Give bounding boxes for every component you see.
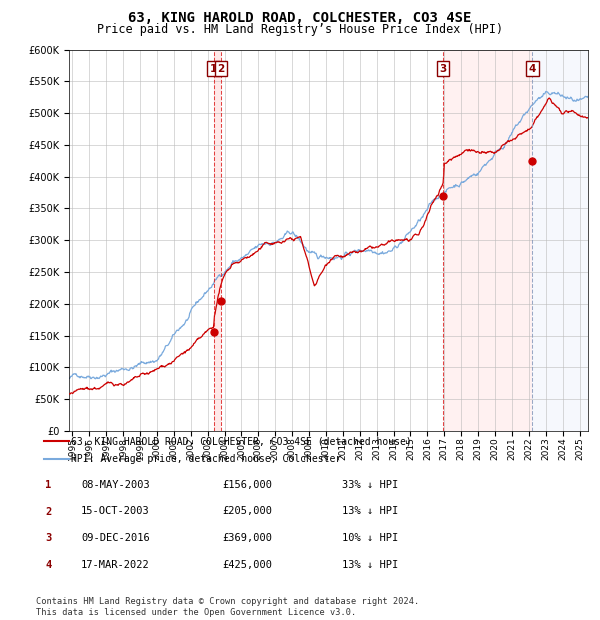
Text: £425,000: £425,000	[222, 559, 272, 570]
Text: 3: 3	[440, 64, 447, 74]
Text: 1: 1	[210, 64, 217, 74]
Text: 13% ↓ HPI: 13% ↓ HPI	[342, 559, 398, 570]
Text: 13% ↓ HPI: 13% ↓ HPI	[342, 506, 398, 516]
Text: 63, KING HAROLD ROAD, COLCHESTER, CO3 4SE (detached house): 63, KING HAROLD ROAD, COLCHESTER, CO3 4S…	[71, 436, 412, 446]
Text: 3: 3	[46, 533, 52, 544]
Text: 17-MAR-2022: 17-MAR-2022	[81, 559, 150, 570]
Text: 09-DEC-2016: 09-DEC-2016	[81, 533, 150, 543]
Bar	[532, 50, 588, 431]
Text: £369,000: £369,000	[222, 533, 272, 543]
Text: 4: 4	[529, 64, 536, 74]
Bar	[214, 50, 221, 431]
Text: £156,000: £156,000	[222, 479, 272, 490]
Text: £205,000: £205,000	[222, 506, 272, 516]
Text: 15-OCT-2003: 15-OCT-2003	[81, 506, 150, 516]
Text: 2: 2	[46, 507, 52, 517]
Text: 33% ↓ HPI: 33% ↓ HPI	[342, 479, 398, 490]
Text: 1: 1	[46, 480, 52, 490]
Text: 08-MAY-2003: 08-MAY-2003	[81, 479, 150, 490]
Text: Contains HM Land Registry data © Crown copyright and database right 2024.
This d: Contains HM Land Registry data © Crown c…	[36, 598, 419, 617]
Text: Price paid vs. HM Land Registry’s House Price Index (HPI): Price paid vs. HM Land Registry’s House …	[97, 23, 503, 36]
Text: 2: 2	[217, 64, 224, 74]
Text: 63, KING HAROLD ROAD, COLCHESTER, CO3 4SE: 63, KING HAROLD ROAD, COLCHESTER, CO3 4S…	[128, 11, 472, 25]
Text: 4: 4	[46, 560, 52, 570]
Text: HPI: Average price, detached house, Colchester: HPI: Average price, detached house, Colc…	[71, 454, 341, 464]
Text: 10% ↓ HPI: 10% ↓ HPI	[342, 533, 398, 543]
Bar	[443, 50, 532, 431]
